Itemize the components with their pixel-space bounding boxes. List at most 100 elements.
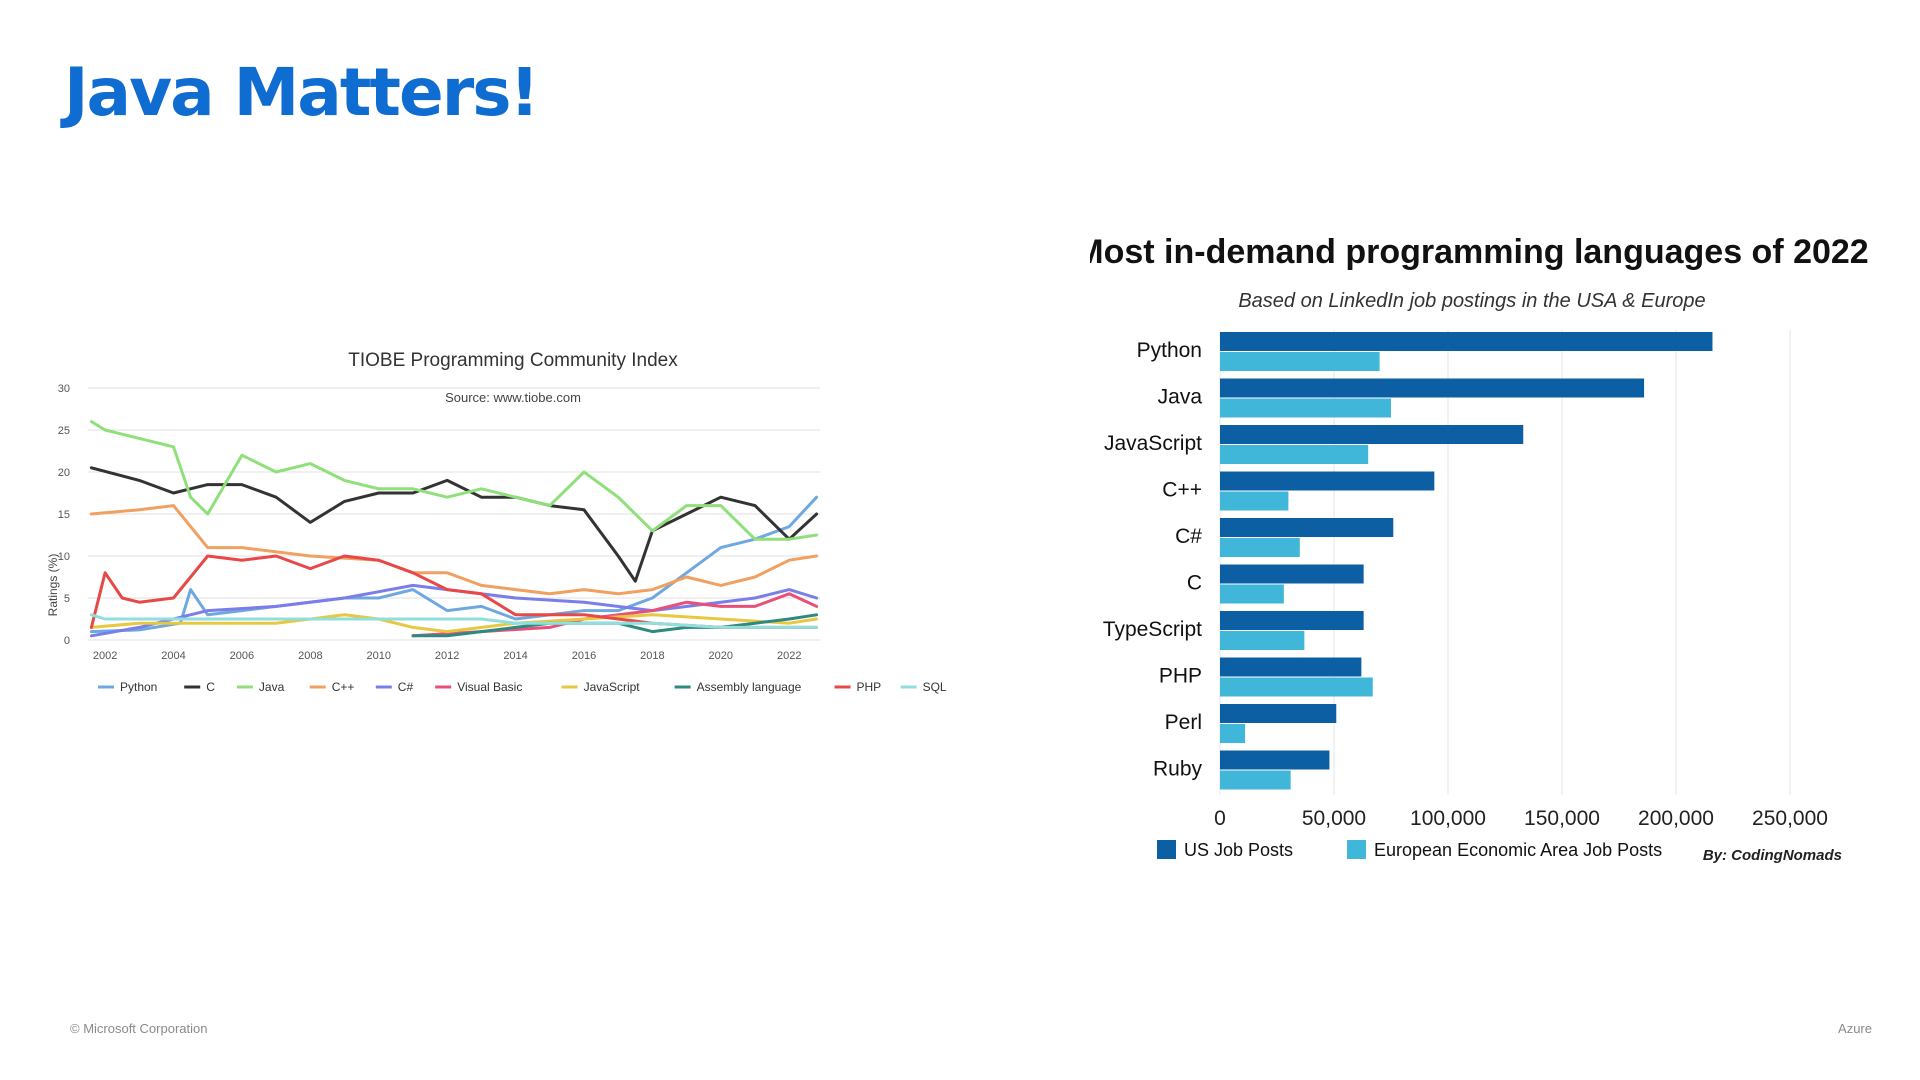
tiobe-y-tick-label: 10 xyxy=(58,551,70,563)
legend-item-php[interactable]: PHP xyxy=(834,680,882,694)
slide-title: Java Matters! xyxy=(64,54,540,131)
legend-label: Python xyxy=(120,680,157,694)
legend-item-c[interactable]: C xyxy=(184,680,215,694)
legend-label: Assembly language xyxy=(697,680,802,694)
bar-category-label-c: C xyxy=(1187,572,1202,595)
legend-swatch xyxy=(1347,840,1366,859)
tiobe-y-axis-label: Ratings (%) xyxy=(46,554,60,617)
tiobe-y-tick-label: 25 xyxy=(58,425,70,437)
legend-item-javascript[interactable]: JavaScript xyxy=(561,680,641,694)
tiobe-legend: Python C Java C++ C# Visual Basic JavaScript As… xyxy=(98,680,947,694)
bar-perl-us xyxy=(1220,704,1337,723)
legend-item-visual-basic[interactable]: Visual Basic xyxy=(435,680,522,694)
tiobe-series-line-c xyxy=(89,466,819,583)
tiobe-x-tick-label: 2020 xyxy=(709,650,733,662)
bar-csharp-us xyxy=(1220,518,1394,537)
bar-category-label-java: Java xyxy=(1158,386,1203,409)
bar-category-label-ruby: Ruby xyxy=(1153,758,1203,781)
legend-item-c-[interactable]: C# xyxy=(375,680,414,694)
bar-x-tick-label: 250,000 xyxy=(1752,807,1828,830)
tiobe-x-ticks: 2002 2004 2006 2008 2010 2012 2014 2016 2018 2020… xyxy=(93,650,802,662)
tiobe-y-tick-label: 30 xyxy=(58,383,70,395)
bar-x-tick-label: 0 xyxy=(1214,807,1226,830)
bar-java-eea xyxy=(1220,398,1391,418)
tiobe-y-tick-label: 20 xyxy=(58,467,70,479)
bar-java-us xyxy=(1220,378,1645,398)
tiobe-x-tick-label: 2018 xyxy=(640,650,664,662)
bar-x-tick-label: 150,000 xyxy=(1524,807,1600,830)
tiobe-subtitle: Source: www.tiobe.com xyxy=(445,390,581,405)
bar-python-eea xyxy=(1220,352,1380,371)
bar-php-eea xyxy=(1220,677,1373,697)
legend-item-java[interactable]: Java xyxy=(236,680,285,694)
tiobe-series-line-javascript xyxy=(89,613,819,634)
bar-typescript-eea xyxy=(1220,631,1305,650)
tiobe-series-line-python xyxy=(89,495,819,634)
tiobe-y-tick-label: 15 xyxy=(58,509,70,521)
legend-item-python[interactable]: Python xyxy=(98,680,157,694)
tiobe-x-tick-label: 2016 xyxy=(572,650,596,662)
legend-label: C# xyxy=(398,680,414,694)
bar-php-us xyxy=(1220,657,1362,677)
indemand-credit: By: CodingNomads xyxy=(1703,847,1842,864)
legend-label: Java xyxy=(259,680,285,694)
tiobe-series-line-c- xyxy=(89,504,819,596)
tiobe-y-tick-label: 5 xyxy=(64,593,70,605)
tiobe-y-ticks: 0 5 10 15 20 25 30 xyxy=(58,383,70,647)
legend-label: Visual Basic xyxy=(457,680,522,694)
tiobe-x-tick-label: 2006 xyxy=(230,650,254,662)
bar-csharp-eea xyxy=(1220,538,1300,557)
legend-item-c-[interactable]: C++ xyxy=(309,680,355,694)
bar-category-label-cpp: C++ xyxy=(1162,479,1202,502)
tiobe-series-lines xyxy=(89,420,819,638)
bar-category-label-typescript: TypeScript xyxy=(1103,618,1202,641)
bar-category-labels: Python Java JavaScript C++ C# C TypeScript PHP P… xyxy=(1103,339,1203,781)
legend-item-us-job-posts[interactable]: US Job Posts xyxy=(1157,840,1293,860)
bar-cpp-us xyxy=(1220,471,1435,491)
bar-marks xyxy=(1220,332,1713,790)
bar-python-us xyxy=(1220,332,1713,351)
bar-legend: US Job Posts European Economic Area Job P… xyxy=(1157,840,1662,860)
bar-c-eea xyxy=(1220,584,1284,604)
bar-category-label-javascript: JavaScript xyxy=(1104,432,1202,455)
tiobe-x-tick-label: 2014 xyxy=(503,650,527,662)
indemand-subtitle: Based on LinkedIn job postings in the US… xyxy=(1238,290,1705,312)
legend-label: US Job Posts xyxy=(1184,840,1293,860)
bar-ruby-eea xyxy=(1220,770,1291,790)
tiobe-x-tick-label: 2004 xyxy=(161,650,185,662)
bar-cpp-eea xyxy=(1220,491,1289,511)
tiobe-series-line-php xyxy=(89,554,819,629)
bar-x-ticks: 0 50,000 100,000 150,000 200,000 250,000 xyxy=(1214,807,1828,830)
tiobe-title: TIOBE Programming Community Index xyxy=(348,350,678,371)
bar-c-us xyxy=(1220,564,1364,584)
bar-x-tick-label: 200,000 xyxy=(1638,807,1714,830)
tiobe-y-tick-label: 0 xyxy=(64,635,70,647)
tiobe-x-tick-label: 2012 xyxy=(435,650,459,662)
bar-category-label-csharp: C# xyxy=(1175,525,1202,548)
bar-x-tick-label: 50,000 xyxy=(1302,807,1366,830)
tiobe-series-line-visual-basic xyxy=(411,592,819,638)
legend-item-assembly-language[interactable]: Assembly language xyxy=(674,680,802,694)
bar-category-label-php: PHP xyxy=(1159,665,1202,688)
legend-label: European Economic Area Job Posts xyxy=(1374,840,1662,860)
tiobe-x-tick-label: 2002 xyxy=(93,650,117,662)
legend-label: JavaScript xyxy=(584,680,641,694)
legend-label: PHP xyxy=(857,680,882,694)
bar-javascript-us xyxy=(1220,425,1524,444)
legend-label: C++ xyxy=(332,680,355,694)
legend-item-eea-job-posts[interactable]: European Economic Area Job Posts xyxy=(1347,840,1662,860)
bar-perl-eea xyxy=(1220,724,1246,743)
tiobe-series-line-java xyxy=(89,420,819,541)
tiobe-x-tick-label: 2010 xyxy=(367,650,391,662)
legend-label: SQL xyxy=(923,680,947,694)
bar-x-tick-label: 100,000 xyxy=(1410,807,1486,830)
tiobe-line-chart: TIOBE Programming Community Index Source… xyxy=(46,350,947,694)
bar-category-label-perl: Perl xyxy=(1165,711,1202,734)
footer-brand: Azure xyxy=(1838,1021,1872,1036)
tiobe-x-tick-label: 2008 xyxy=(298,650,322,662)
legend-item-sql[interactable]: SQL xyxy=(900,680,947,694)
indemand-bar-chart: Most in-demand programming languages of … xyxy=(1090,233,1869,864)
indemand-title: Most in-demand programming languages of … xyxy=(1090,233,1869,271)
bar-typescript-us xyxy=(1220,611,1364,630)
footer-copyright: © Microsoft Corporation xyxy=(70,1021,208,1036)
